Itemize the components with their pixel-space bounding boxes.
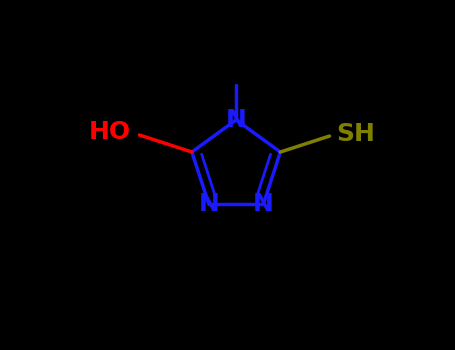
Text: SH: SH	[336, 122, 375, 146]
Text: N: N	[253, 192, 274, 216]
Text: HO: HO	[89, 120, 131, 144]
Text: N: N	[226, 108, 247, 132]
Text: N: N	[198, 192, 219, 216]
